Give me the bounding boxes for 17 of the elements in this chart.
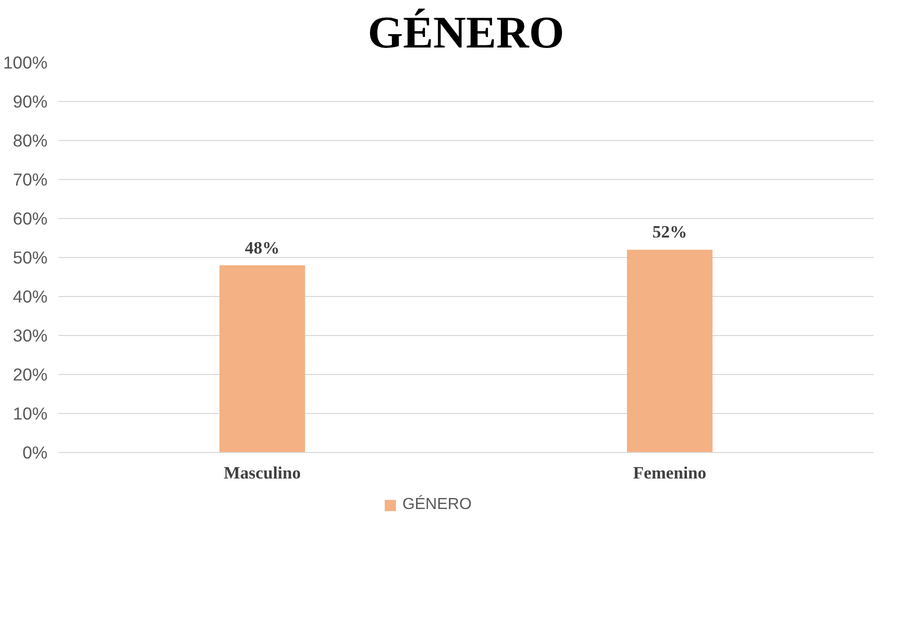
y-tick-label: 30% [12, 326, 48, 346]
data-label: 52% [652, 222, 688, 242]
y-tick-label: 40% [12, 286, 48, 306]
x-tick-label: Masculino [224, 464, 301, 482]
y-tick-label: 100% [3, 52, 48, 72]
y-tick-label: 80% [12, 130, 48, 150]
y-tick-label: 10% [12, 404, 48, 424]
data-label: 48% [244, 238, 280, 258]
legend-label: GÉNERO [402, 496, 472, 514]
y-tick-label: 90% [12, 92, 48, 112]
chart-title: GÉNERO [368, 8, 564, 58]
x-tick-label: Femenino [633, 464, 706, 482]
y-tick-label: 20% [12, 364, 48, 384]
y-tick-label: 0% [22, 442, 48, 462]
y-tick-label: 60% [12, 208, 48, 228]
y-tick-label: 70% [12, 170, 48, 190]
y-tick-label: 50% [12, 248, 48, 268]
